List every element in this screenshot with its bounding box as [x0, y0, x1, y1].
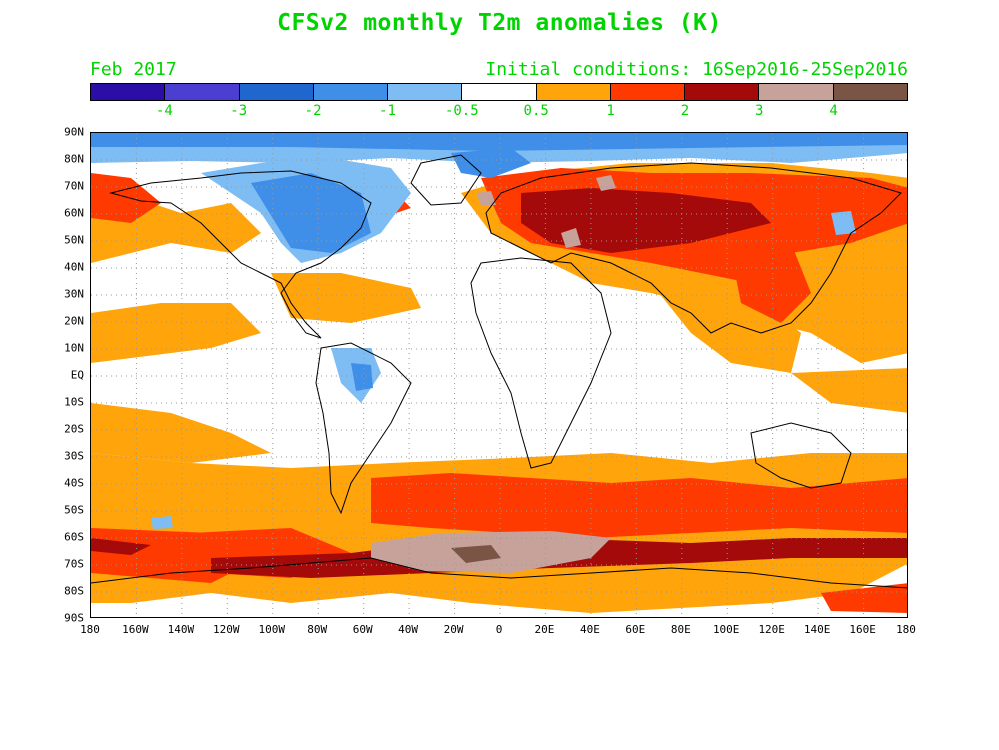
colorbar-label: -4 [155, 103, 173, 119]
lat-label: 90N [64, 125, 84, 139]
lon-label: 60W [352, 623, 373, 636]
lon-label: 20W [443, 623, 464, 636]
lon-label: 180 [896, 623, 916, 636]
initial-conditions: Initial conditions: 16Sep2016-25Sep2016 [485, 59, 908, 80]
colorbar-swatch [536, 84, 611, 100]
colorbar-swatch [91, 84, 166, 100]
lon-label: 100E [712, 623, 740, 636]
colorbar-label: -1 [379, 103, 396, 119]
coast-north-america [109, 170, 372, 339]
lon-label: 100W [258, 623, 286, 636]
lon-label: 80E [670, 623, 691, 636]
colorbar-labels: -4 -3 -2 -1 -0.5 0.5 1 2 3 4 [90, 103, 908, 121]
lat-label: 30S [64, 449, 84, 463]
lon-label: 80W [307, 623, 328, 636]
map-canvas [91, 133, 907, 617]
colorbar-label: 4 [829, 103, 838, 119]
lon-label: 180 [80, 623, 100, 636]
coast-antarctica [91, 557, 907, 589]
lat-label: 50S [64, 503, 84, 517]
lon-label: 140E [803, 623, 831, 636]
lat-label: 10S [64, 395, 84, 409]
colorbar-label: -3 [230, 103, 248, 119]
lon-label: 120W [213, 623, 240, 636]
lat-label: 80N [64, 152, 84, 166]
cold-regions [91, 133, 907, 529]
colorbar-label: 0.5 [523, 103, 549, 119]
coast-south-america [315, 342, 412, 515]
lon-label: 140W [167, 623, 195, 636]
lat-label: 60N [64, 206, 84, 220]
lon-label: 160E [849, 623, 876, 636]
lat-label: 70N [64, 179, 84, 193]
colorbar-label: 2 [680, 103, 690, 119]
lat-label: 90S [64, 611, 84, 625]
colorbar-label: 1 [606, 103, 615, 119]
lat-label: EQ [70, 368, 84, 382]
colorbar-swatch [313, 84, 389, 100]
lon-label: 160W [122, 623, 149, 636]
lat-label: 40S [64, 476, 84, 490]
lat-label: 10N [64, 341, 84, 355]
colorbar-swatch [759, 84, 834, 100]
lat-label: 50N [64, 233, 84, 247]
lat-label: 80S [64, 584, 84, 598]
coast-greenland [410, 154, 482, 206]
lat-label: 20S [64, 422, 84, 436]
warm-brown-regions [451, 545, 501, 563]
lat-label: 30N [64, 287, 84, 301]
anomaly-map [90, 132, 908, 618]
lon-label: 0 [495, 623, 503, 636]
graticule [91, 133, 907, 617]
colorbar-label: -0.5 [444, 103, 479, 119]
chart-title: CFSv2 monthly T2m anomalies (K) [277, 10, 722, 36]
lon-label: 40W [398, 623, 419, 636]
lat-label: 40N [64, 260, 84, 274]
lon-label: 20E [534, 623, 555, 636]
lat-label: 60S [64, 530, 84, 544]
valid-month: Feb 2017 [90, 59, 177, 80]
colorbar-swatch [685, 84, 760, 100]
coastlines [91, 154, 907, 589]
colorbar [90, 83, 908, 101]
colorbar-swatch [833, 84, 907, 100]
coast-eurasia [485, 162, 902, 334]
colorbar-swatch [610, 84, 686, 100]
coast-africa [470, 257, 612, 469]
lat-label: 70S [64, 557, 84, 571]
colorbar-label: -2 [304, 103, 322, 119]
lon-label: 60E [625, 623, 646, 636]
colorbar-label: 3 [755, 103, 764, 119]
colorbar-swatch [239, 84, 314, 100]
colorbar-swatch [462, 84, 537, 100]
colorbar-swatch [165, 84, 240, 100]
lat-label: 20N [64, 314, 84, 328]
colorbar-swatch [388, 84, 463, 100]
lon-label: 120E [758, 623, 785, 636]
lon-label: 40E [579, 623, 600, 636]
coast-australia [750, 422, 852, 489]
